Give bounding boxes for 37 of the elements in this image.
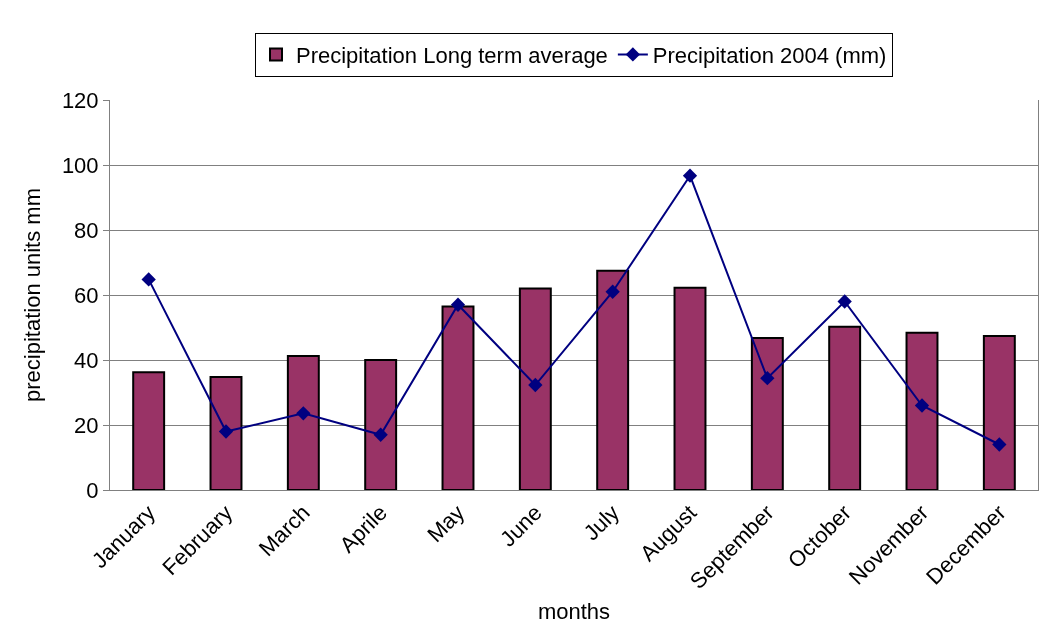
y-tick-label: 0 [86,477,99,503]
point [760,371,775,386]
bar [828,325,862,490]
bar [209,375,243,490]
legend-label: Precipitation Long term average [296,42,608,68]
point [605,284,620,299]
y-tick-label: 120 [61,87,99,113]
point [141,272,156,287]
y-tick-label: 20 [74,412,99,438]
x-tick-label: July [578,500,624,546]
x-axis-title: months [537,599,611,624]
bar [518,287,552,490]
y-axis-title: precipitation units mm [19,188,45,402]
point [992,437,1007,452]
point [218,424,234,439]
y-tick-label: 40 [74,347,99,373]
bar [982,334,1016,490]
point [682,168,698,183]
point [373,427,388,442]
y-tick-label: 60 [74,282,99,308]
point [914,398,930,413]
point [528,377,543,393]
bar [596,269,630,490]
y-tick-label: 80 [74,217,99,243]
point [296,406,311,421]
bar [132,371,166,490]
point [837,294,852,309]
point [450,297,466,312]
y-tick-label: 100 [61,152,99,178]
bar [441,305,475,490]
legend-label: Precipitation 2004 (mm) [652,42,887,68]
bar [673,286,707,490]
x-tick-label: May [422,500,470,548]
bar [364,359,398,490]
bar [286,355,320,490]
bar [750,336,784,490]
bar [905,331,939,490]
